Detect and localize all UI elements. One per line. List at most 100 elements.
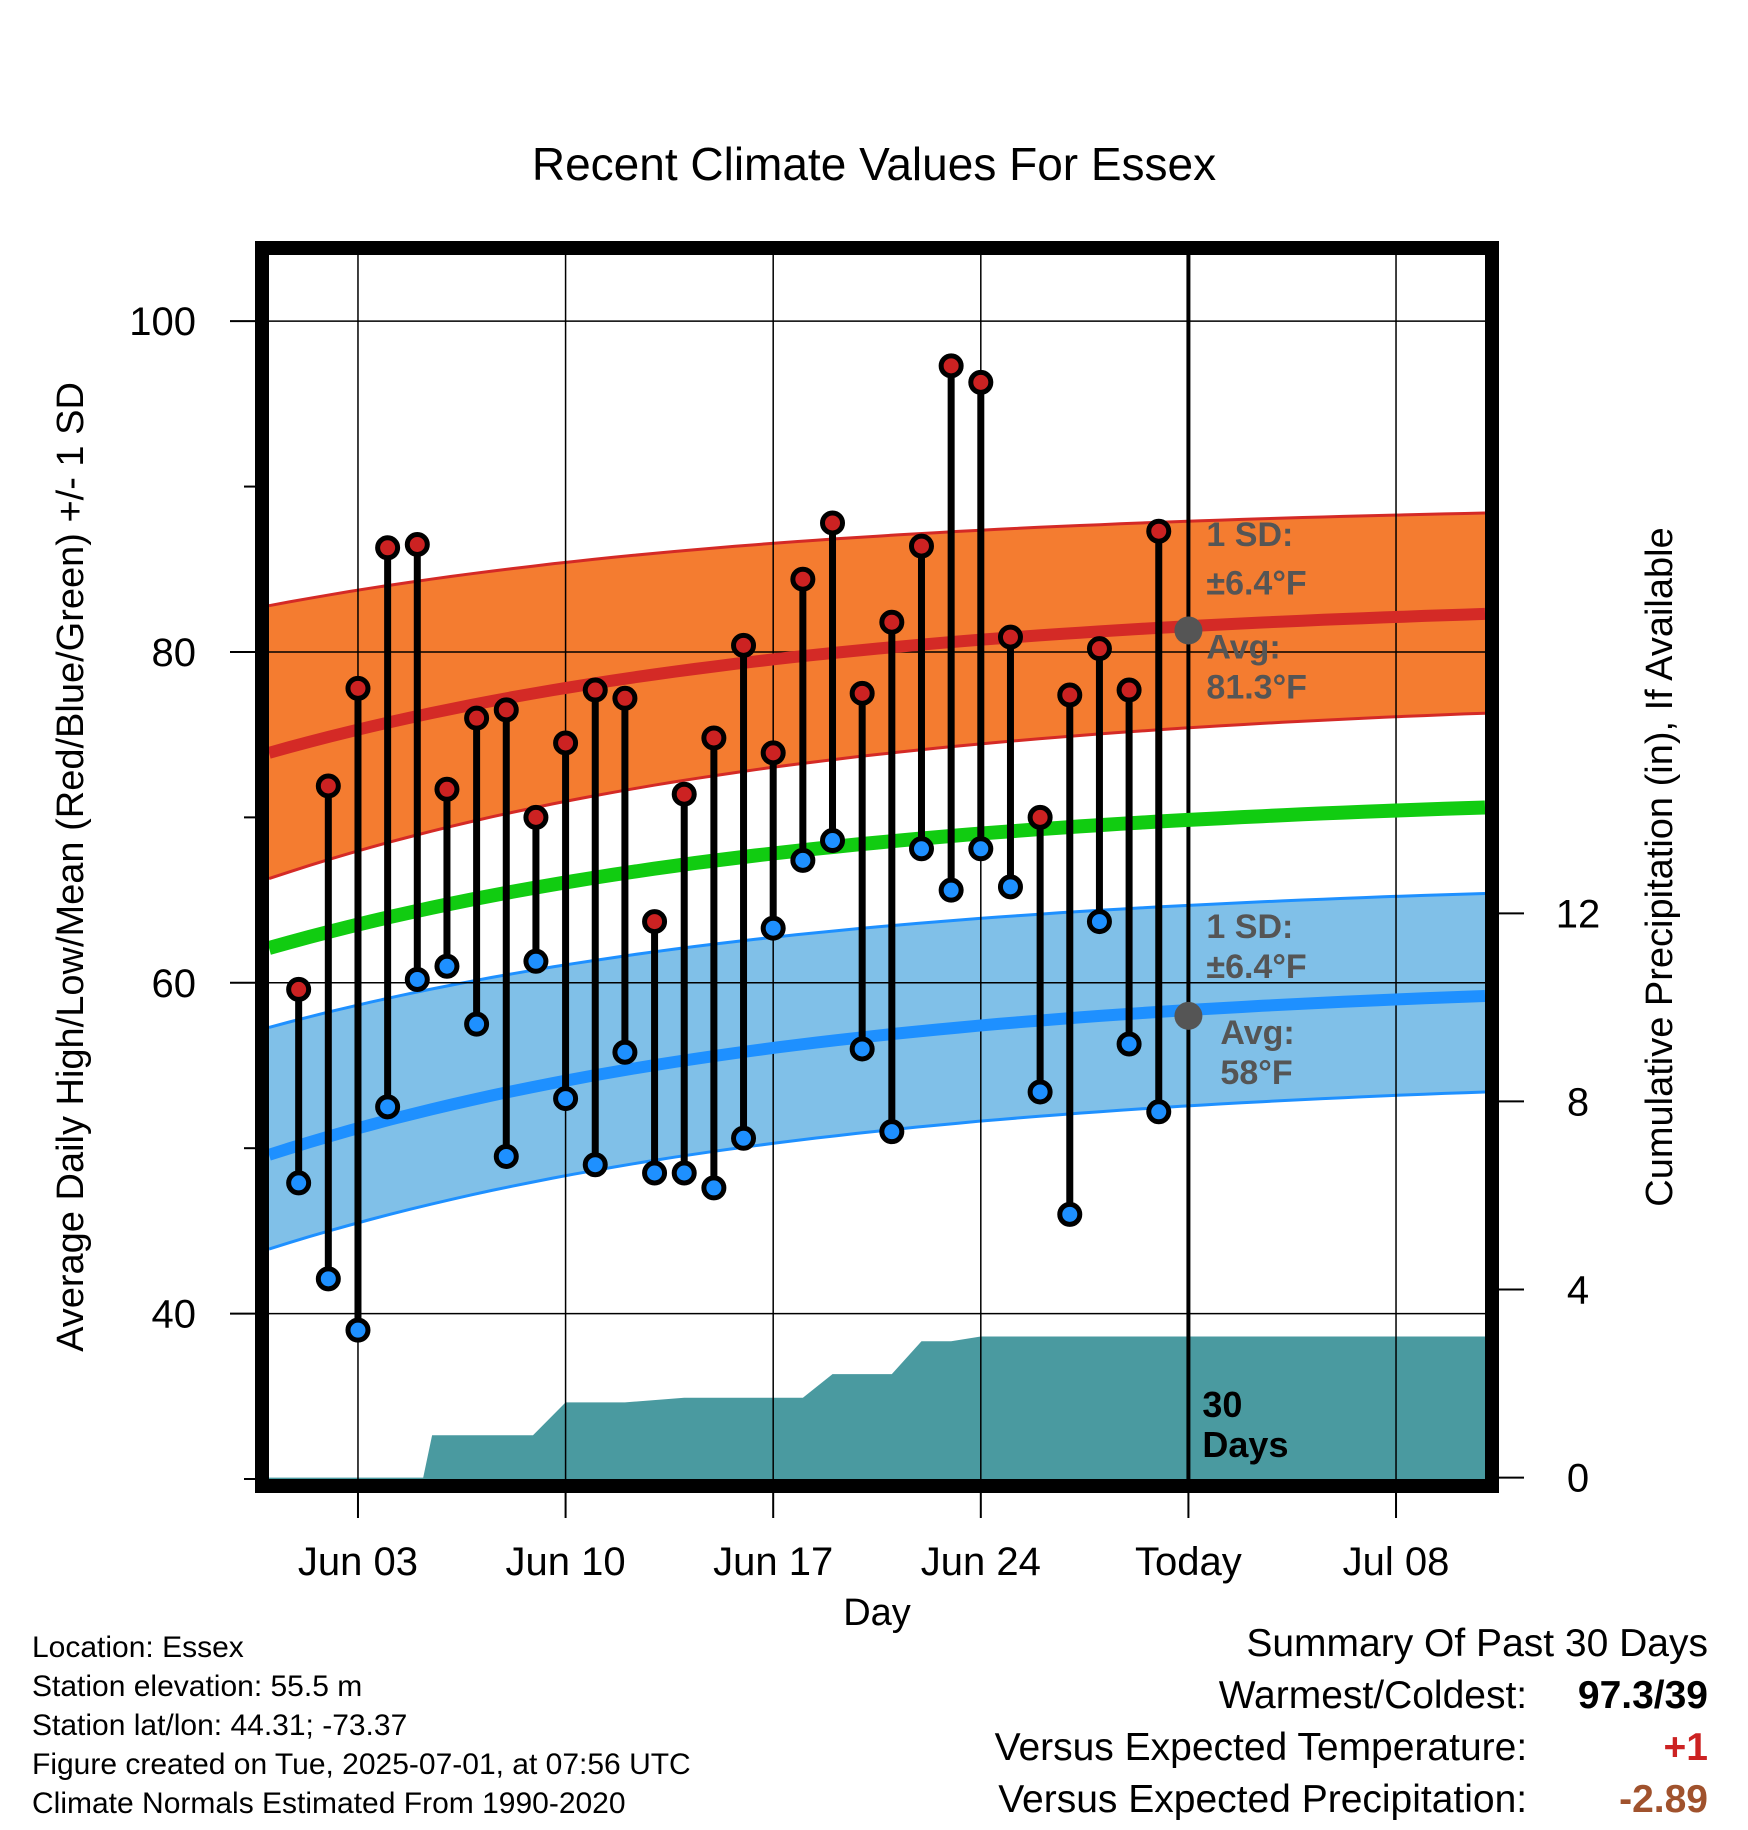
low-avg-value: 58°F xyxy=(1220,1054,1292,1092)
y2-tick-label: 8 xyxy=(1567,1080,1589,1124)
today-avg-high-marker xyxy=(1174,616,1203,645)
daily-high-point xyxy=(1027,804,1053,830)
daily-low-point xyxy=(790,847,816,873)
y2-axis-label: Cumulative Precipitation (in), If Availa… xyxy=(1639,527,1681,1206)
daily-high-point xyxy=(790,566,816,592)
daily-low-point xyxy=(286,1170,312,1196)
normals-period-text: Climate Normals Estimated From 1990-2020 xyxy=(32,1787,626,1820)
daily-low-point xyxy=(582,1152,608,1178)
chart-title: Recent Climate Values For Essex xyxy=(532,138,1216,190)
precip-value: -2.89 xyxy=(1619,1778,1708,1821)
low-sd-band xyxy=(269,893,1485,1250)
daily-high-point xyxy=(731,632,757,658)
high-avg-value: 81.3°F xyxy=(1206,668,1307,706)
daily-low-point xyxy=(1086,909,1112,935)
days-word-label: Days xyxy=(1202,1424,1288,1465)
daily-low-point xyxy=(1146,1099,1172,1125)
summary-title: Summary Of Past 30 Days xyxy=(1246,1622,1708,1665)
summary-warm-cold: Warmest/Coldest: 97.3/39 xyxy=(995,1674,1708,1726)
summary-precip: Versus Expected Precipitation: -2.89 xyxy=(995,1778,1708,1830)
daily-high-point xyxy=(464,705,490,731)
daily-high-point xyxy=(404,531,430,557)
daily-high-point xyxy=(345,675,371,701)
x-tick-label: Today xyxy=(1135,1540,1242,1584)
warm-cold-label: Warmest/Coldest: xyxy=(1218,1674,1528,1717)
daily-high-point xyxy=(553,730,579,756)
low-sd-value: ±6.4°F xyxy=(1206,948,1306,986)
y-tick-label: 40 xyxy=(152,1293,197,1337)
y2-tick-label: 4 xyxy=(1567,1268,1589,1312)
daily-low-point xyxy=(879,1119,905,1145)
daily-low-point xyxy=(1027,1079,1053,1105)
daily-low-point xyxy=(968,836,994,862)
daily-low-point xyxy=(434,953,460,979)
daily-low-point xyxy=(849,1036,875,1062)
daily-high-point xyxy=(1057,682,1083,708)
daily-low-point xyxy=(701,1175,727,1201)
daily-high-point xyxy=(938,353,964,379)
daily-low-point xyxy=(464,1011,490,1037)
daily-low-point xyxy=(760,915,786,941)
daily-high-point xyxy=(760,740,786,766)
daily-low-point xyxy=(820,828,846,854)
precip-area xyxy=(269,1336,1485,1479)
y-tick-label: 100 xyxy=(129,300,196,344)
x-tick-label: Jun 10 xyxy=(506,1540,626,1584)
daily-high-point xyxy=(849,680,875,706)
high-sd-band-upper-edge xyxy=(268,511,1486,608)
high-sd-band-lower-edge xyxy=(268,711,1486,881)
plot-frame xyxy=(255,241,1499,1493)
temp-label: Versus Expected Temperature: xyxy=(994,1726,1528,1769)
low-sd-label: 1 SD: xyxy=(1206,908,1293,946)
daily-high-point xyxy=(286,976,312,1002)
latlon-text: Station lat/lon: 44.31; -73.37 xyxy=(32,1709,408,1742)
daily-high-point xyxy=(582,677,608,703)
daily-high-point xyxy=(523,804,549,830)
daily-low-point xyxy=(345,1317,371,1343)
created-text: Figure created on Tue, 2025-07-01, at 07… xyxy=(32,1748,691,1781)
daily-high-point xyxy=(315,773,341,799)
daily-low-point xyxy=(671,1160,697,1186)
y2-tick-label: 12 xyxy=(1556,892,1601,936)
daily-high-point xyxy=(642,909,668,935)
warm-cold-value: 97.3/39 xyxy=(1577,1674,1708,1717)
avg-high-line xyxy=(267,607,1486,759)
x-tick-label: Jul 08 xyxy=(1343,1540,1450,1584)
daily-high-point xyxy=(1116,677,1142,703)
daily-low-point xyxy=(642,1160,668,1186)
station-info: Location: Essex Station elevation: 55.5 … xyxy=(32,1628,691,1823)
daily-low-point xyxy=(404,966,430,992)
daily-high-point xyxy=(612,685,638,711)
low-sd-band-upper-edge xyxy=(268,892,1486,1029)
daily-low-point xyxy=(1116,1031,1142,1057)
daily-high-point xyxy=(908,533,934,559)
high-sd-label: 1 SD: xyxy=(1206,516,1293,554)
avg-mean-line xyxy=(267,800,1486,955)
summary-temp: Versus Expected Temperature: +1 xyxy=(995,1726,1708,1778)
daily-high-point xyxy=(1086,636,1112,662)
x-axis-label: Day xyxy=(843,1592,911,1634)
y-axis-label: Average Daily High/Low/Mean (Red/Blue/Gr… xyxy=(50,382,92,1352)
daily-low-point xyxy=(375,1094,401,1120)
daily-high-point xyxy=(375,535,401,561)
temp-value: +1 xyxy=(1663,1726,1708,1769)
high-sd-value: ±6.4°F xyxy=(1206,564,1306,602)
daily-high-point xyxy=(701,725,727,751)
daily-low-point xyxy=(908,836,934,862)
high-avg-label: Avg: xyxy=(1206,628,1280,666)
daily-low-point xyxy=(315,1266,341,1292)
daily-low-point xyxy=(997,874,1023,900)
y-tick-label: 60 xyxy=(152,962,197,1006)
elevation-text: Station elevation: 55.5 m xyxy=(32,1670,363,1703)
daily-high-point xyxy=(879,609,905,635)
daily-high-point xyxy=(1146,518,1172,544)
daily-low-point xyxy=(1057,1201,1083,1227)
daily-low-point xyxy=(553,1086,579,1112)
today-avg-low-marker xyxy=(1174,1001,1203,1030)
daily-high-point xyxy=(434,776,460,802)
daily-high-point xyxy=(997,624,1023,650)
summary-panel: Summary Of Past 30 Days Warmest/Coldest:… xyxy=(995,1622,1708,1830)
location-text: Location: Essex xyxy=(32,1631,244,1664)
high-sd-band xyxy=(269,513,1485,879)
